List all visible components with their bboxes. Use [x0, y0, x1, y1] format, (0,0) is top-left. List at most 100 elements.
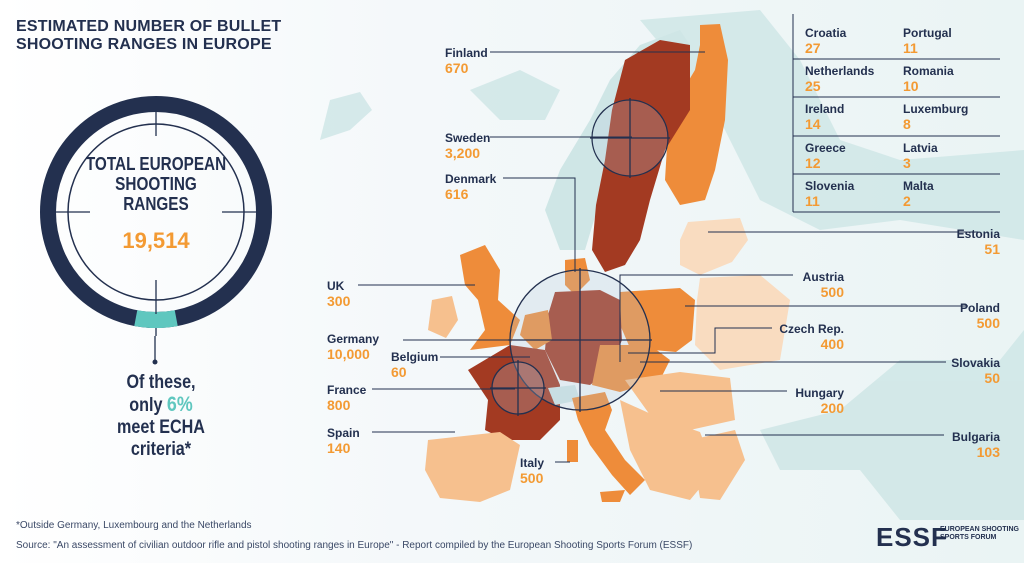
france-name: France	[327, 383, 367, 397]
greece-shape	[690, 430, 745, 500]
label-slovakia: Slovakia 50	[951, 356, 1000, 386]
label-denmark: Denmark 616	[445, 172, 496, 202]
spain-value: 140	[327, 440, 351, 456]
total-label-line-2: SHOOTING	[115, 174, 197, 194]
connector-arrow	[152, 336, 158, 365]
grid-item-croatia: Croatia 27	[805, 26, 846, 56]
leader-lines	[358, 51, 978, 463]
france-value: 800	[327, 397, 351, 413]
grid-greece-name: Greece	[805, 141, 846, 155]
poland-value: 500	[976, 315, 1000, 331]
label-germany: Germany 10,000	[327, 332, 379, 362]
grid-slovenia-name: Slovenia	[805, 179, 855, 193]
grid-portugal-name: Portugal	[903, 26, 952, 40]
footnote: *Outside Germany, Luxembourg and the Net…	[16, 520, 252, 531]
page-title: ESTIMATED NUMBER OF BULLET SHOOTING RANG…	[16, 18, 282, 53]
grid-item-ireland: Ireland 14	[805, 102, 844, 132]
spain-name: Spain	[327, 426, 360, 440]
norway-shape	[545, 30, 690, 250]
label-uk: UK 300	[327, 279, 350, 309]
total-label-line-1: TOTAL EUROPEAN	[85, 154, 227, 174]
germany-name: Germany	[327, 332, 380, 346]
ring-compliant-arc	[134, 310, 178, 328]
estonia-value: 51	[984, 241, 1000, 257]
grid-romania-name: Romania	[903, 64, 954, 78]
slovakia-value: 50	[984, 370, 1000, 386]
total-ring-graphic	[40, 96, 272, 363]
grid-item-slovenia: Slovenia 11	[805, 179, 854, 209]
east-region-shape	[695, 275, 790, 370]
grid-luxemburg-value: 8	[903, 116, 911, 132]
total-label-line-3: RANGES	[123, 194, 189, 214]
total-value: 19,514	[122, 228, 190, 253]
label-estonia: Estonia 51	[957, 227, 1000, 257]
denmark-shape	[565, 258, 590, 295]
label-finland: Finland 670	[445, 46, 488, 76]
poland-shape	[618, 288, 695, 352]
grid-luxemburg-name: Luxemburg	[903, 102, 969, 116]
italy-name: Italy	[520, 456, 545, 470]
czech-name: Czech Rep.	[779, 322, 844, 336]
hungary-name: Hungary	[795, 386, 844, 400]
source-note: Source: "An assessment of civilian outdo…	[16, 540, 693, 551]
grid-slovenia-value: 11	[805, 193, 820, 209]
grid-romania-value: 10	[903, 78, 919, 94]
criteria-pct: 6%	[166, 393, 193, 416]
grid-croatia-name: Croatia	[805, 26, 847, 40]
criteria-text: Of these, only 6% meet ECHA criteria*	[80, 372, 242, 461]
label-bulgaria: Bulgaria 103	[952, 430, 1000, 460]
essf-logo: ESSF EUROPEAN SHOOTING SPORTS FORUM	[876, 522, 1019, 552]
italy-value: 500	[520, 470, 544, 486]
finland-value: 670	[445, 60, 469, 76]
grid-item-portugal: Portugal 11	[903, 26, 952, 56]
italy-shape	[572, 392, 645, 495]
finland-shape	[665, 24, 728, 205]
grid-malta-value: 2	[903, 193, 911, 209]
grid-item-romania: Romania 10	[903, 64, 954, 94]
grid-netherlands-name: Netherlands	[805, 64, 875, 78]
germany-value: 10,000	[327, 346, 370, 362]
grid-item-greece: Greece 12	[805, 141, 846, 171]
criteria-line-1: Of these,	[126, 372, 196, 393]
essf-logo-text: EUROPEAN SHOOTING SPORTS FORUM	[940, 526, 1019, 541]
background-land	[320, 10, 1024, 520]
label-spain: Spain 140	[327, 426, 360, 456]
sardinia-shape	[567, 440, 578, 462]
slovakia-name: Slovakia	[951, 356, 1000, 370]
balkans-shape	[620, 400, 715, 500]
grid-ireland-value: 14	[805, 116, 821, 132]
belgium-name: Belgium	[391, 350, 439, 364]
crosshair-group	[490, 98, 670, 416]
grid-portugal-value: 11	[903, 40, 918, 56]
denmark-name: Denmark	[445, 172, 497, 186]
finland-name: Finland	[445, 46, 488, 60]
belgium-value: 60	[391, 364, 407, 380]
sicily-shape	[600, 490, 625, 502]
baltics-shape	[680, 218, 748, 275]
bulgaria-name: Bulgaria	[951, 430, 1000, 444]
denmark-value: 616	[445, 186, 469, 202]
label-france: France 800	[327, 383, 366, 413]
label-belgium: Belgium 60	[391, 350, 438, 380]
label-poland: Poland 500	[960, 301, 1000, 331]
grid-item-luxemburg: Luxemburg 8	[903, 102, 968, 132]
spain-shape	[425, 432, 520, 502]
grid-croatia-value: 27	[805, 40, 821, 56]
label-sweden: Sweden 3,200	[445, 131, 490, 161]
grid-ireland-name: Ireland	[805, 102, 845, 116]
grid-item-netherlands: Netherlands 25	[805, 64, 874, 94]
grid-netherlands-value: 25	[805, 78, 821, 94]
sweden-value: 3,200	[445, 145, 481, 161]
sweden-name: Sweden	[445, 131, 491, 145]
poland-name: Poland	[959, 301, 1000, 315]
criteria-line-3: meet ECHA	[117, 417, 205, 438]
grid-malta-name: Malta	[903, 179, 934, 193]
switzerland-shape	[548, 385, 580, 405]
grid-latvia-value: 3	[903, 155, 911, 171]
uk-name: UK	[327, 279, 345, 293]
label-hungary: Hungary 200	[795, 386, 844, 416]
essf-logo-mark: ESSF	[876, 522, 948, 552]
france-shape	[468, 345, 560, 440]
